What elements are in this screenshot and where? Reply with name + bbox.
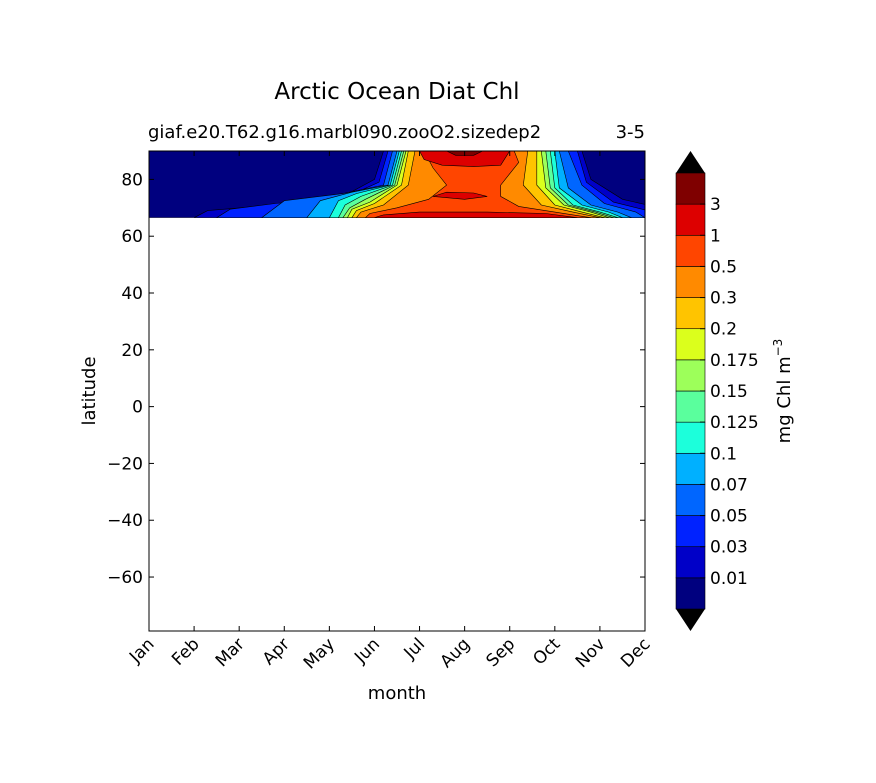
y-tick-label: 20 [121,341,143,361]
y-tick-label: 60 [121,227,143,247]
colorbar-segment [675,203,706,236]
y-tick-label: 80 [121,170,143,190]
colorbar-extend-max [676,151,705,173]
x-tick-label: Jan [125,634,158,667]
colorbar-label-exponent: −3 [771,339,785,357]
contour-band-12 [374,211,578,218]
colorbar-segment [675,452,706,485]
x-axis-label: month [368,683,426,704]
colorbar-tick-label: 3 [710,195,721,215]
y-tick-label: −60 [107,568,143,588]
chart-subtitle-left: giaf.e20.T62.g16.marbl090.zooO2.sizedep2 [148,122,541,143]
contour-fill-group [149,151,645,218]
y-tick-label: 0 [132,398,143,418]
colorbar-label: mg Chl m−3 [771,339,795,444]
contour-band-13 [419,151,511,167]
x-tick-label: Jun [350,634,384,668]
colorbar-tick-label: 0.05 [710,507,748,527]
colorbar-tick-label: 0.1 [710,444,737,464]
colorbar-segment [675,390,706,423]
colorbar-extend-min [676,609,705,631]
y-axis-label: latitude [79,356,100,425]
colorbar-segment [675,484,706,516]
x-tick-label: May [300,634,339,673]
contour-band-14 [433,191,488,200]
y-axis: 80 60 40 20 0 −20 −40 −60 [107,170,645,588]
colorbar-segment [675,359,706,392]
contour-band-11 [364,151,591,218]
colorbar-tick-label: 0.125 [710,413,759,433]
colorbar-tick-label: 0.15 [710,382,748,402]
plot-area [148,150,646,632]
colorbar-tick-label: 0.175 [710,351,759,371]
colorbar-segment [675,172,706,205]
colorbar-segment [675,266,706,298]
colorbar-segment [675,234,706,267]
x-tick-label: Apr [259,634,294,669]
colorbar-segment [675,577,706,610]
colorbar-tick-label: 0.5 [710,257,737,277]
x-tick-label: Mar [212,634,249,671]
plot-frame [148,150,646,632]
plot-background [149,151,645,631]
colorbar-tick-label: 0.3 [710,289,737,309]
y-tick-label: −40 [107,511,143,531]
colorbar: 0.01 0.03 0.05 0.07 0.1 0.125 0.15 0.175 0.2 0.3 0… [675,151,759,631]
x-tick-label: Nov [572,634,610,672]
colorbar-tick-label: 0.07 [710,475,748,495]
x-tick-label: Dec [617,634,654,671]
x-tick-label: Oct [529,634,564,669]
colorbar-segment [675,421,706,454]
colorbar-tick-label: 0.01 [710,569,748,589]
y-tick-label: 40 [121,284,143,304]
y-tick-label: −20 [107,454,143,474]
x-tick-label: Aug [437,634,475,672]
colorbar-segment [675,328,706,361]
colorbar-tick-label: 1 [710,226,721,246]
chart-subtitle-right: 3-5 [616,122,645,143]
x-tick-label: Feb [168,634,203,669]
colorbar-label-text: mg Chl m [774,356,795,443]
x-tick-label: Sep [482,634,519,671]
colorbar-tick-label: 0.2 [710,320,737,340]
chart-title: Arctic Ocean Diat Chl [274,79,519,105]
colorbar-segment [675,297,706,330]
colorbar-segment [675,515,706,548]
colorbar-segment [675,546,706,579]
x-tick-label: Jul [400,634,429,663]
colorbar-tick-label: 0.03 [710,538,748,558]
